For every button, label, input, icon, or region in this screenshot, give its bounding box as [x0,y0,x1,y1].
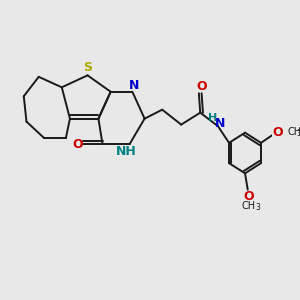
Text: CH: CH [241,201,255,211]
Text: 3: 3 [255,203,260,212]
Text: N: N [215,117,225,130]
Text: 3: 3 [297,129,300,138]
Text: O: O [273,126,283,139]
Text: H: H [208,113,217,123]
Text: O: O [73,137,83,151]
Text: N: N [128,79,139,92]
Text: NH: NH [116,145,137,158]
Text: CH: CH [287,127,300,137]
Text: O: O [243,190,254,203]
Text: S: S [83,61,92,74]
Text: O: O [196,80,207,93]
